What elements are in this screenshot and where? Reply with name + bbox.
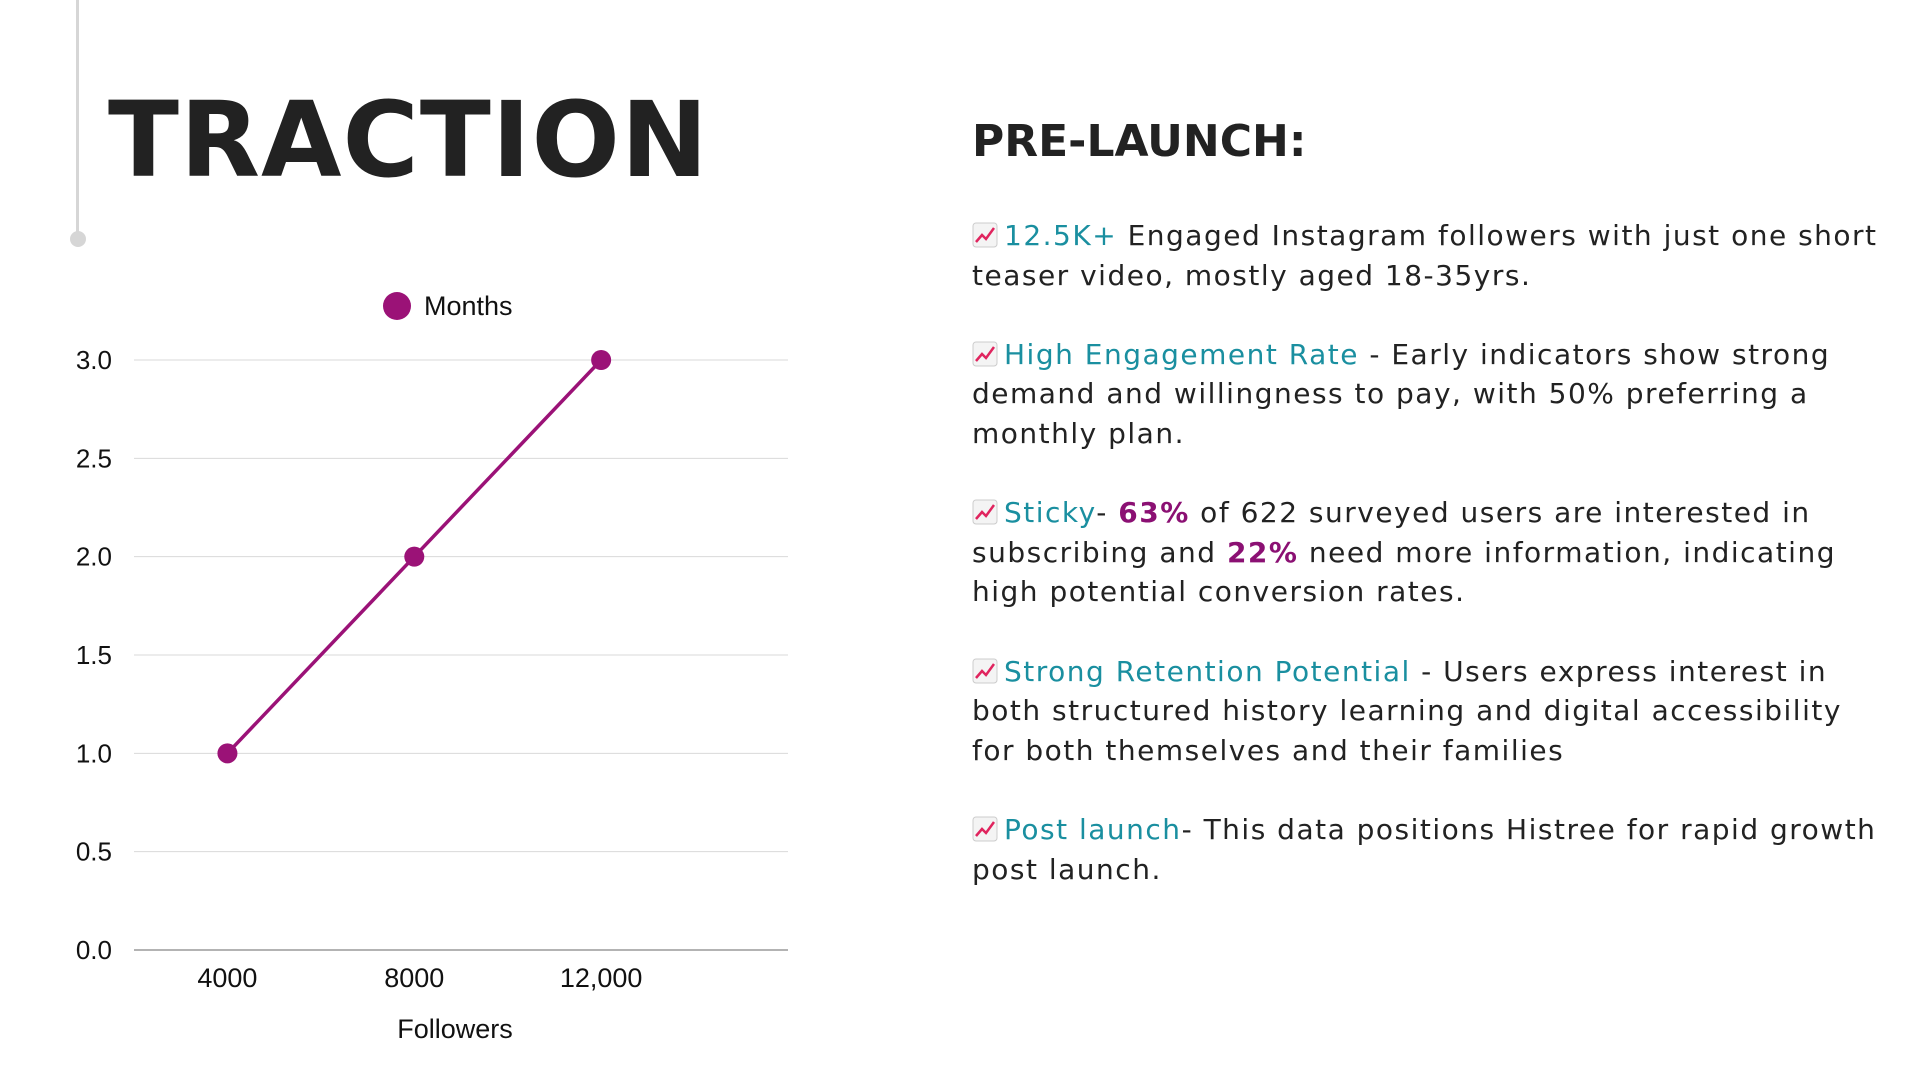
bullet-engagement: High Engagement Rate - Early indicators … — [972, 335, 1892, 454]
decor-vertical-line — [76, 0, 79, 235]
x-tick-label: 4000 — [197, 963, 257, 993]
y-tick-label: 3.0 — [76, 345, 112, 375]
prelaunch-heading: PRE-LAUNCH: — [972, 116, 1307, 167]
x-axis-title: Followers — [397, 1014, 513, 1044]
traction-line-chart: 0.0 0.5 1.0 1.5 2.0 2.5 3.0 4000 8000 12,000 Follo… — [76, 291, 788, 1044]
bullet-sticky: Sticky- 63% of 622 surveyed users are in… — [972, 493, 1892, 612]
bullet-retention: Strong Retention Potential - Users expre… — [972, 652, 1892, 771]
y-tick-label: 1.5 — [76, 640, 112, 670]
prelaunch-bullet-list: 12.5K+ Engaged Instagram followers with … — [972, 216, 1892, 929]
stat-highlight-63: 63% — [1118, 496, 1190, 530]
x-tick-label: 8000 — [384, 963, 444, 993]
bullet-text: of 622 surveyed users are interested in … — [972, 496, 1811, 569]
chart-increasing-icon — [972, 341, 998, 367]
bullet-text: - Early indicators show strong demand an… — [972, 337, 1831, 450]
data-point — [404, 546, 425, 567]
decor-dot — [70, 231, 86, 247]
chart-increasing-icon — [972, 816, 998, 842]
y-tick-label: 0.5 — [76, 837, 112, 867]
bullet-text: - Users express interest in both structu… — [972, 654, 1842, 767]
legend-marker — [383, 292, 411, 320]
slide-title: TRACTION — [108, 79, 709, 201]
bullet-keyword: 12.5K+ — [1004, 219, 1118, 252]
bullet-keyword: Strong Retention Potential — [1004, 654, 1411, 688]
bullet-keyword: High Engagement Rate — [1004, 337, 1359, 371]
bullet-text: - This data positions Histree for rapid … — [972, 812, 1877, 886]
bullet-keyword: Post launch — [1004, 812, 1182, 846]
x-tick-label: 12,000 — [560, 963, 643, 993]
stat-highlight-22: 22% — [1226, 535, 1299, 569]
bullet-text: Engaged Instagram followers with just on… — [972, 219, 1878, 292]
y-tick-label: 1.0 — [76, 738, 112, 768]
chart-increasing-icon — [972, 499, 998, 525]
chart-increasing-icon — [972, 658, 998, 684]
bullet-separator: - — [1096, 496, 1119, 530]
bullet-text-end: need more information, indicating high p… — [972, 535, 1836, 609]
chart-increasing-icon — [972, 222, 998, 248]
data-point — [217, 743, 238, 764]
y-tick-label: 0.0 — [76, 935, 112, 965]
bullet-post-launch: Post launch- This data positions Histree… — [972, 810, 1892, 889]
y-tick-label: 2.5 — [76, 443, 112, 473]
y-tick-label: 2.0 — [76, 542, 112, 572]
bullet-followers: 12.5K+ Engaged Instagram followers with … — [972, 216, 1892, 295]
data-point — [591, 350, 612, 370]
legend-label: Months — [424, 291, 513, 321]
bullet-keyword: Sticky — [1004, 496, 1097, 530]
